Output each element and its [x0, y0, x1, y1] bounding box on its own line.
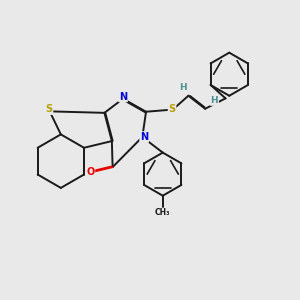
Text: CH₃: CH₃	[155, 208, 170, 217]
Text: N: N	[119, 92, 127, 101]
Text: O: O	[86, 167, 94, 176]
Text: N: N	[140, 132, 148, 142]
Text: H: H	[179, 83, 187, 92]
Text: H: H	[211, 96, 218, 105]
Text: S: S	[45, 104, 52, 114]
Text: S: S	[169, 104, 176, 114]
